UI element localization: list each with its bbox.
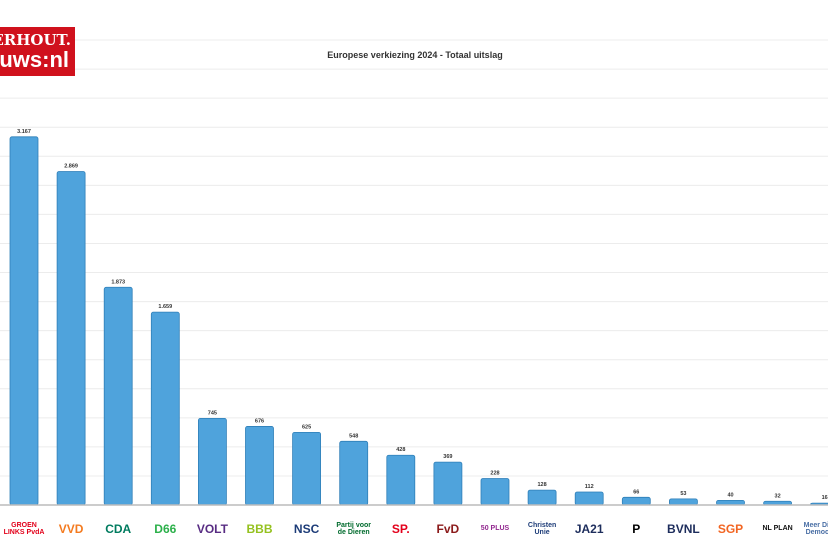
data-label: 369 — [443, 454, 452, 460]
bar — [56, 171, 86, 506]
bar — [9, 136, 39, 506]
bar — [103, 286, 133, 506]
bar — [433, 461, 463, 506]
chart-title: Europese verkiezing 2024 - Totaal uitsla… — [327, 50, 502, 60]
party-logo: P — [632, 521, 641, 536]
data-label: 745 — [208, 410, 217, 416]
party-logos-row: GROEN LINKS PvdA VVD CDA D66 VOLT BBB NSC Parti… — [0, 509, 828, 551]
bar — [150, 311, 180, 506]
bar — [245, 426, 274, 506]
party-logo: BVNL — [667, 521, 700, 536]
party-logo: NSC — [293, 521, 320, 536]
party-logo: FvD — [436, 521, 460, 536]
data-label: 228 — [490, 470, 499, 476]
data-label: 2.869 — [64, 163, 78, 169]
party-logo: SGP — [717, 521, 744, 536]
bar — [386, 454, 416, 506]
site-logo: ERHOUT. uws:nl — [0, 27, 75, 76]
bar — [339, 440, 369, 506]
party-logo: CDA — [105, 521, 132, 536]
bar — [292, 431, 322, 506]
bar — [669, 498, 698, 506]
logo-line-1: ERHOUT. — [0, 31, 71, 49]
bar — [527, 489, 557, 506]
data-label: 676 — [255, 418, 264, 424]
data-label: 66 — [633, 489, 639, 495]
party-logo: 50 PLUS — [480, 525, 510, 533]
party-logo: D66 — [154, 521, 177, 536]
party-logo: NL PLAN — [762, 525, 793, 533]
data-label: 548 — [349, 433, 358, 439]
party-logo: BBB — [246, 521, 273, 536]
data-label: 128 — [538, 482, 547, 488]
bar — [621, 496, 651, 506]
data-label: 1.659 — [158, 304, 172, 310]
party-logo: VVD — [58, 521, 84, 536]
data-label: 40 — [727, 492, 733, 498]
data-label: 3.167 — [17, 129, 31, 135]
bar — [574, 491, 604, 506]
data-label: 53 — [680, 491, 686, 497]
data-label: 625 — [302, 424, 311, 430]
party-logo: VOLT — [196, 521, 228, 536]
data-label: 32 — [775, 493, 781, 499]
party-logo: JA21 — [574, 521, 604, 536]
party-logo: Meer Directe Democratie — [803, 521, 828, 536]
party-logo: GROEN LINKS PvdA — [3, 521, 45, 536]
party-logo: Partij voor de Dieren — [336, 521, 371, 536]
logo-line-2: uws:nl — [0, 47, 69, 72]
data-label: 1.873 — [111, 279, 125, 285]
data-label: 112 — [585, 484, 594, 490]
data-label: 16 — [822, 495, 828, 501]
data-label: 428 — [396, 447, 405, 453]
party-logo: SP. — [391, 521, 410, 536]
party-logo: Christen Unie — [527, 521, 557, 536]
bar — [197, 417, 227, 506]
bar — [480, 478, 510, 506]
